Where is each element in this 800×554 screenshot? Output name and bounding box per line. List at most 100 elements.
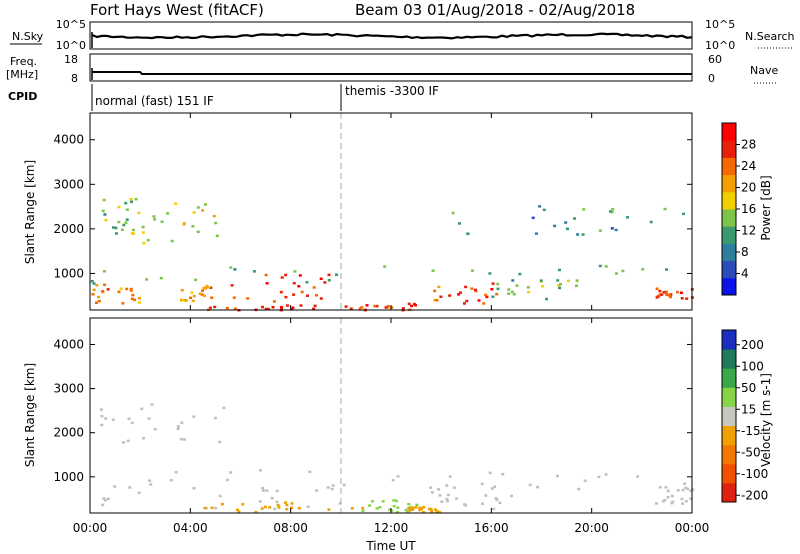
scatter-cell: [326, 486, 330, 489]
scatter-cell: [203, 506, 207, 510]
scatter-cell: [260, 507, 264, 510]
scatter-cell: [515, 284, 519, 287]
colorbar-segment: [722, 277, 736, 296]
scatter-cell: [176, 427, 180, 431]
scatter-cell: [663, 498, 667, 502]
scatter-cell: [491, 282, 495, 285]
scatter-cell: [410, 304, 414, 308]
scatter-cell: [92, 288, 96, 292]
scatter-cell: [680, 297, 684, 300]
scatter-cell: [338, 502, 342, 505]
scatter-cell: [196, 206, 200, 209]
scatter-cell: [246, 297, 250, 300]
scatter-cell: [91, 293, 95, 296]
scatter-cell: [518, 272, 522, 276]
scatter-cell: [373, 304, 377, 308]
scatter-cell: [349, 307, 353, 310]
scatter-cell: [194, 278, 198, 282]
scatter-cell: [665, 268, 668, 271]
colorbar-segment: [722, 463, 736, 484]
scatter-cell: [129, 287, 133, 291]
scatter-cell: [134, 197, 138, 201]
scatter-cell: [384, 306, 388, 309]
scatter-cell: [106, 288, 110, 291]
scatter-cell: [610, 210, 614, 214]
scatter-cell: [685, 297, 689, 300]
scatter-cell: [293, 270, 297, 273]
nsky-strip: N.Sky 10^5 10^0 10^5 10^0 N.Search: [10, 18, 795, 52]
scatter-cell: [204, 287, 208, 290]
y-tick-label: 4000: [53, 337, 84, 351]
scatter-cell: [122, 223, 126, 227]
scatter-cell: [218, 440, 222, 444]
scatter-cell: [330, 487, 334, 491]
scatter-cell: [261, 486, 265, 490]
freq-strip: Freq. [MHz] 18 8 60 0 Nave: [6, 53, 778, 85]
scatter-cell: [192, 487, 196, 490]
colorbar-tick-label: -15: [741, 424, 761, 438]
scatter-cell: [507, 288, 511, 291]
velocity-colorbar: 200 100 50 15 -15 -50 -100 -200: [721, 329, 768, 503]
scatter-cell: [510, 494, 513, 498]
scatter-cell: [484, 293, 488, 297]
scatter-cell: [558, 286, 562, 290]
scatter-cell: [495, 292, 499, 296]
colorbar-tick-label: 50: [741, 381, 756, 395]
scatter-cell: [170, 239, 174, 243]
scatter-cell: [686, 487, 690, 491]
scatter-cell: [100, 423, 104, 427]
colorbar-segment: [722, 157, 736, 176]
scatter-cell: [183, 438, 186, 441]
scatter-cell: [252, 270, 256, 273]
scatter-cell: [150, 403, 154, 406]
scatter-cell: [438, 494, 442, 497]
scatter-cell: [271, 306, 275, 309]
scatter-cell: [394, 499, 398, 503]
x-tick-label: 04:00: [173, 521, 208, 535]
scatter-cell: [501, 472, 505, 476]
scatter-cell: [308, 470, 312, 474]
velocity-colorbar-label: Velocity [m s-1]: [759, 373, 773, 467]
colorbar-tick-label: 100: [741, 359, 764, 373]
scatter-cell: [280, 306, 283, 309]
scatter-cell: [665, 293, 668, 296]
x-tick-label: 08:00: [273, 521, 308, 535]
scatter-cell: [420, 507, 424, 510]
scatter-cell: [582, 208, 586, 211]
scatter-cell: [375, 304, 379, 308]
scatter-cell: [306, 294, 309, 297]
scatter-cell: [445, 497, 449, 501]
scatter-cell: [90, 280, 94, 283]
scatter-cell: [511, 279, 515, 282]
scatter-cell: [141, 231, 145, 234]
nave-tick-top: 60: [708, 53, 722, 66]
colorbar-segment: [722, 226, 736, 244]
colorbar-tick-label: 24: [741, 159, 756, 173]
colorbar-segment: [722, 368, 736, 388]
scatter-cell: [153, 428, 157, 431]
scatter-cell: [415, 503, 419, 507]
colorbar-tick-label: -200: [741, 488, 768, 502]
scatter-cell: [641, 268, 645, 271]
scatter-cell: [198, 292, 202, 295]
scatter-cell: [566, 227, 569, 231]
scatter-cell: [233, 268, 237, 271]
scatter-cell: [666, 489, 670, 493]
scatter-cell: [315, 294, 319, 297]
scatter-cell: [142, 241, 146, 245]
scatter-cell: [437, 285, 441, 289]
scatter-cell: [658, 486, 662, 489]
power-colorbar: 28 24 20 16 12 8 4: [721, 122, 756, 296]
scatter-cell: [391, 479, 395, 482]
scatter-cell: [102, 497, 106, 500]
scatter-cell: [218, 494, 222, 498]
colorbar-tick-label: 15: [741, 402, 756, 416]
scatter-cell: [196, 230, 200, 234]
scatter-cell: [573, 217, 576, 220]
scatter-cell: [212, 214, 216, 218]
scatter-cell: [583, 479, 587, 482]
scatter-cell: [542, 208, 546, 212]
scatter-cell: [378, 506, 382, 509]
scatter-cell: [323, 281, 327, 284]
scatter-cell: [129, 289, 133, 292]
